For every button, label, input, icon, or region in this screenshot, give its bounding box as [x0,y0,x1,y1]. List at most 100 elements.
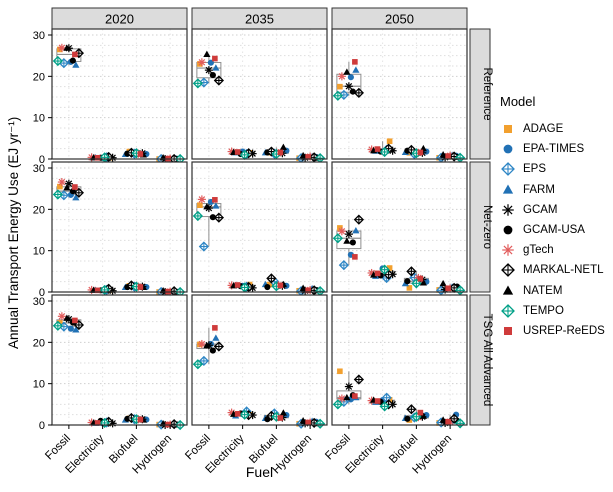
legend-item-ADAGE: ADAGE [500,119,612,139]
diamond-plus-icon [501,303,515,318]
point-USREP-ReEDS [417,409,424,416]
point-FARM [212,202,220,209]
legend-label: ADAGE [523,123,564,136]
point-EPA-TIMES [67,325,74,332]
point-NATEM [343,393,351,401]
legend-label: NATEM [523,284,563,297]
facet-column-strip-2050: 2050 [331,7,468,30]
point-TEMPO [52,189,63,200]
point-GCAM-USA [209,347,216,354]
legend-label: gTech [523,244,554,257]
y-tick-label: 20 [33,71,45,83]
point-MARKAL-NETL [353,374,364,385]
facet-column-label: 2050 [385,12,414,27]
point-USREP-ReEDS [212,55,218,62]
point-TEMPO [192,210,203,222]
point-USREP-ReEDS [277,415,284,421]
point-ADAGE [266,281,273,288]
point-MARKAL-NETL [353,214,364,225]
legend-marker-GCAM-USA [503,225,513,235]
legend-title: Model [500,94,536,109]
point-USREP-ReEDS [234,149,241,155]
point-NATEM [439,151,447,158]
legend-item-GCAM-USA: GCAM-USA [500,220,612,240]
point-GCAM [204,66,213,75]
point-ADAGE [386,265,393,271]
y-tick-label: 0 [39,420,45,432]
square-icon [504,125,512,134]
point-ADAGE [337,368,343,375]
point-TEMPO [315,418,326,429]
point-GCAM-USA [404,415,411,422]
point-TEMPO [379,401,390,412]
point-EPA-TIMES [347,74,354,81]
legend-item-gTech: gTech [500,240,612,260]
y-tick-label: 30 [33,296,45,308]
point-FARM [72,193,80,201]
point-USREP-ReEDS [305,154,311,160]
point-USREP-ReEDS [94,420,101,426]
point-FARM [352,227,360,234]
point-GCAM-USA [209,72,216,79]
legend-label: GCAM [523,203,558,216]
point-MARKAL-NETL [449,413,460,424]
point-USREP-ReEDS [72,317,78,324]
point-MARKAL-NETL [266,273,277,284]
point-ADAGE [337,83,343,90]
point-NATEM [63,44,71,51]
circle-icon [503,144,513,154]
legend-item-EPA-TIMES: EPA-TIMES [500,139,612,159]
point-MARKAL-NETL [213,75,224,86]
legend-marker-TEMPO [501,303,515,318]
point-NATEM [343,237,351,244]
point-gTech [337,227,346,236]
point-USREP-ReEDS [374,398,381,404]
legend-item-NATEM: NATEM [500,281,612,301]
point-MARKAL-NETL [213,212,224,223]
x-tick-label: Biofuel [387,433,420,466]
point-FARM [212,334,220,341]
point-NATEM [63,184,71,191]
triangle-icon [502,184,514,194]
point-NATEM [279,143,287,151]
point-NATEM [63,314,71,321]
legend-label: FARM [523,183,555,196]
point-GCAM-USA [404,278,411,285]
y-tick-label: 10 [33,113,45,125]
facet-column-label: 2020 [105,12,134,27]
point-USREP-ReEDS [352,59,358,65]
point-gTech [197,195,206,204]
point-GCAM-USA [349,239,356,246]
point-TEMPO [271,281,282,292]
y-tick-label: 10 [33,246,45,258]
y-tick-label: 0 [39,287,45,299]
point-GCAM [344,82,353,91]
point-TEMPO [455,152,466,163]
point-MARKAL-NETL [213,341,224,352]
asterisk-icon [502,204,514,216]
legend-marker-gTech [502,244,514,256]
point-TEMPO [192,78,203,89]
facet-row-label: Net-zero [481,205,493,249]
legend-item-MARKAL-NETL: MARKAL-NETL [500,260,612,280]
panel-Reference-2035 [191,28,328,164]
point-NATEM [299,417,307,424]
legend: Model ADAGE EPA-TIMES EPS FARM GCAM GCAM-USA g… [500,94,612,341]
legend-marker-NATEM [502,285,514,295]
point-TEMPO [455,418,466,429]
point-TEMPO [379,146,390,158]
point-FARM [72,61,80,68]
point-USREP-ReEDS [72,51,78,58]
triangle-icon [502,285,514,295]
point-GCAM [344,382,353,391]
point-TEMPO [192,359,203,370]
legend-item-USREP-ReEDS: USREP-ReEDS [500,321,612,341]
circle-icon [503,225,513,235]
point-GCAM-USA [69,57,76,64]
facet-column-strip-2020: 2020 [51,7,188,30]
point-MARKAL-NETL [73,319,84,331]
y-tick-label: 30 [33,163,45,175]
legend-marker-EPS [501,162,515,177]
